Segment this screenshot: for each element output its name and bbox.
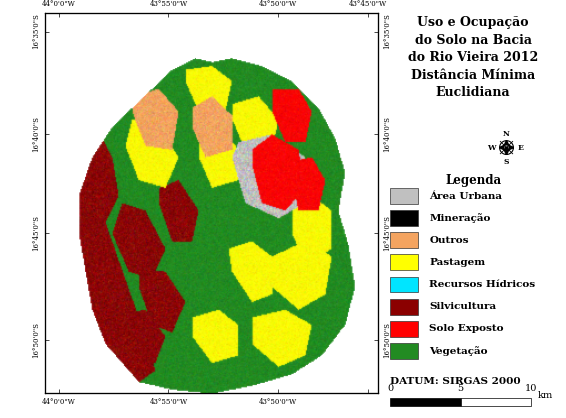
FancyBboxPatch shape bbox=[391, 210, 418, 226]
FancyBboxPatch shape bbox=[391, 255, 418, 270]
Text: S: S bbox=[504, 158, 509, 166]
Text: Uso e Ocupação
do Solo na Bacia
do Rio Vieira 2012
Distância Mínima
Euclidiana: Uso e Ocupação do Solo na Bacia do Rio V… bbox=[408, 16, 538, 99]
FancyBboxPatch shape bbox=[391, 343, 418, 359]
FancyBboxPatch shape bbox=[391, 232, 418, 248]
Text: 5: 5 bbox=[457, 384, 464, 393]
Text: Silvicultura: Silvicultura bbox=[429, 302, 496, 311]
Text: Pastagem: Pastagem bbox=[429, 258, 485, 267]
Text: Outros: Outros bbox=[429, 236, 469, 245]
Text: E: E bbox=[518, 143, 524, 152]
Text: Mineração: Mineração bbox=[429, 213, 491, 223]
FancyBboxPatch shape bbox=[391, 398, 461, 406]
Text: N: N bbox=[503, 130, 510, 138]
Text: 0: 0 bbox=[387, 384, 393, 393]
FancyBboxPatch shape bbox=[391, 298, 418, 315]
Text: DATUM: SIRGAS 2000: DATUM: SIRGAS 2000 bbox=[391, 377, 521, 386]
Text: 10: 10 bbox=[525, 384, 537, 393]
Text: Área Urbana: Área Urbana bbox=[429, 192, 502, 201]
Text: Legenda: Legenda bbox=[445, 174, 501, 187]
FancyBboxPatch shape bbox=[391, 188, 418, 204]
Text: W: W bbox=[487, 143, 496, 152]
FancyBboxPatch shape bbox=[461, 398, 531, 406]
FancyBboxPatch shape bbox=[391, 277, 418, 293]
Text: Vegetação: Vegetação bbox=[429, 346, 488, 356]
Text: Recursos Hídricos: Recursos Hídricos bbox=[429, 280, 535, 289]
Text: Solo Exposto: Solo Exposto bbox=[429, 324, 504, 333]
Text: km: km bbox=[538, 392, 553, 400]
FancyBboxPatch shape bbox=[391, 321, 418, 336]
